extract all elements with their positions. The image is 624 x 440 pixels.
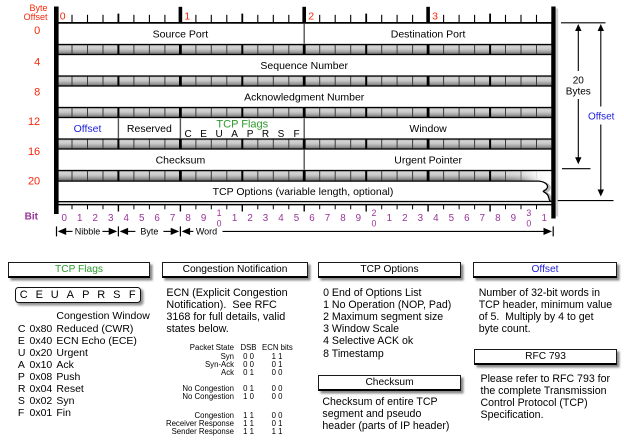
svg-text:C: C [184, 129, 191, 140]
svg-text:9: 9 [201, 213, 206, 224]
svg-text:9: 9 [356, 213, 361, 224]
svg-text:6: 6 [309, 213, 315, 224]
svg-text:S: S [278, 129, 285, 140]
svg-text:Reserved: Reserved [127, 123, 172, 135]
svg-text:4: 4 [278, 213, 284, 224]
svg-text:0: 0 [60, 11, 66, 23]
svg-text:Source Port: Source Port [153, 29, 209, 41]
svg-text:6: 6 [154, 213, 160, 224]
svg-text:P: P [247, 129, 254, 140]
svg-text:0: 0 [61, 213, 67, 224]
svg-text:Offset: Offset [74, 123, 102, 135]
svg-text:1: 1 [184, 11, 190, 23]
svg-text:5: 5 [139, 213, 145, 224]
svg-text:8: 8 [495, 213, 501, 224]
svg-text:2: 2 [247, 213, 252, 224]
svg-text:9: 9 [511, 213, 516, 224]
svg-text:E: E [200, 129, 207, 140]
svg-text:TCP Options (variable length,: TCP Options (variable length, optional) [213, 186, 394, 198]
svg-text:Urgent Pointer: Urgent Pointer [394, 155, 462, 167]
svg-text:4: 4 [123, 213, 129, 224]
svg-text:Bytes: Bytes [566, 86, 591, 97]
svg-text:2: 2 [371, 208, 376, 218]
svg-text:1: 1 [541, 213, 546, 224]
svg-text:3: 3 [432, 11, 438, 23]
svg-text:20: 20 [28, 176, 40, 188]
svg-text:Byte: Byte [140, 227, 158, 237]
svg-text:0: 0 [526, 218, 531, 228]
svg-text:4: 4 [433, 213, 439, 224]
svg-text:16: 16 [28, 146, 40, 158]
svg-text:1: 1 [387, 213, 392, 224]
svg-text:5: 5 [449, 213, 455, 224]
svg-text:Acknowledgment Number: Acknowledgment Number [244, 92, 365, 104]
svg-text:20: 20 [573, 75, 585, 86]
svg-text:8: 8 [185, 213, 191, 224]
svg-text:3: 3 [526, 208, 531, 218]
svg-text:Checksum: Checksum [156, 155, 206, 167]
svg-text:0: 0 [34, 25, 40, 37]
svg-text:8: 8 [34, 87, 40, 99]
svg-text:0: 0 [217, 218, 222, 228]
svg-text:7: 7 [480, 213, 485, 224]
svg-text:1: 1 [232, 213, 237, 224]
svg-text:F: F [293, 129, 299, 140]
svg-text:2: 2 [92, 213, 97, 224]
svg-text:Offset: Offset [24, 12, 48, 22]
svg-text:A: A [231, 129, 238, 140]
svg-text:12: 12 [28, 116, 40, 128]
svg-text:3: 3 [108, 213, 114, 224]
svg-text:U: U [215, 129, 222, 140]
svg-text:3: 3 [418, 213, 424, 224]
svg-text:Nibble: Nibble [75, 227, 101, 237]
svg-text:1: 1 [77, 213, 82, 224]
svg-text:TCP Flags: TCP Flags [216, 119, 268, 131]
svg-text:2: 2 [308, 11, 314, 23]
svg-text:2: 2 [402, 213, 407, 224]
svg-text:7: 7 [325, 213, 330, 224]
svg-text:Word: Word [196, 227, 217, 237]
svg-text:Offset: Offset [588, 112, 615, 123]
svg-text:0: 0 [371, 218, 376, 228]
svg-text:Byte: Byte [29, 3, 47, 13]
svg-text:1: 1 [217, 208, 222, 218]
svg-text:Window: Window [409, 123, 447, 135]
svg-text:7: 7 [170, 213, 175, 224]
svg-text:R: R [262, 129, 269, 140]
svg-text:4: 4 [34, 57, 40, 69]
svg-text:6: 6 [464, 213, 470, 224]
svg-text:3: 3 [263, 213, 269, 224]
svg-text:5: 5 [294, 213, 300, 224]
svg-text:8: 8 [340, 213, 346, 224]
svg-text:Sequence Number: Sequence Number [260, 60, 348, 72]
svg-text:Destination Port: Destination Port [391, 29, 466, 41]
svg-text:Bit: Bit [25, 212, 39, 223]
